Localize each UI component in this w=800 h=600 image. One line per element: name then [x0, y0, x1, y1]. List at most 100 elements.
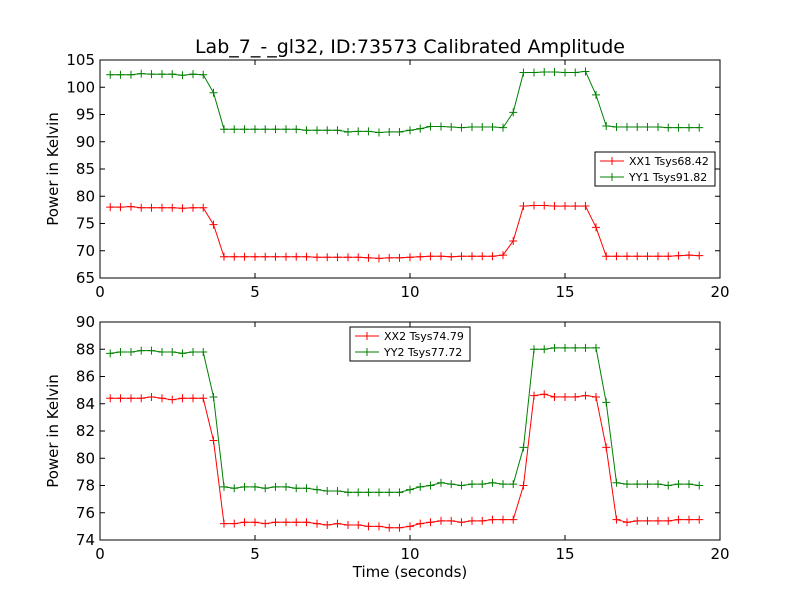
data-point	[282, 252, 290, 261]
series-line-2	[110, 70, 700, 134]
data-point	[571, 343, 580, 352]
data-point	[168, 395, 177, 404]
data-point	[137, 203, 146, 212]
data-point	[385, 488, 394, 497]
x-tick-label: 10	[400, 283, 419, 301]
y-tick-label: 76	[76, 504, 95, 522]
data-point	[240, 482, 249, 491]
data-point	[333, 519, 342, 528]
data-point	[385, 127, 394, 136]
data-point	[240, 252, 249, 261]
data-point	[127, 347, 135, 356]
data-point	[158, 203, 166, 212]
data-point	[116, 70, 125, 79]
data-point	[499, 251, 507, 260]
y-axis-label: Power in Kelvin	[44, 374, 62, 488]
data-point	[499, 480, 507, 489]
data-point	[519, 68, 528, 77]
data-point	[643, 252, 652, 261]
data-point	[488, 123, 497, 132]
y-tick-label: 90	[76, 133, 95, 151]
data-point	[354, 488, 363, 497]
data-point	[313, 519, 321, 528]
data-point	[561, 68, 569, 77]
data-point	[695, 515, 704, 524]
data-point	[116, 347, 125, 356]
data-point	[664, 481, 673, 490]
data-point	[302, 252, 311, 261]
data-point	[168, 70, 177, 79]
top-panel: 0 5 10 15 20 65 70 75 80 85 90 95 100 105 Power in Kel…	[44, 51, 730, 301]
data-point	[612, 515, 621, 524]
data-point	[406, 126, 414, 135]
data-point	[674, 515, 683, 524]
data-point	[199, 70, 208, 79]
data-point	[664, 123, 673, 132]
data-point	[292, 484, 301, 493]
data-point	[685, 251, 693, 260]
data-point	[633, 252, 642, 261]
legend-box	[349, 326, 471, 362]
data-point	[654, 480, 662, 489]
data-point	[189, 70, 197, 79]
data-point	[643, 123, 652, 132]
data-point	[209, 392, 218, 401]
data-point	[230, 125, 239, 134]
data-point	[602, 398, 611, 407]
y-tick-label: 78	[76, 477, 95, 495]
data-point	[457, 252, 466, 261]
legend-label: YY1 Tsys91.82	[628, 171, 707, 184]
data-point	[354, 521, 363, 530]
legend: XX1 Tsys68.42 YY1 Tsys91.82	[594, 151, 716, 187]
data-point	[426, 518, 435, 527]
data-point	[189, 347, 197, 356]
data-point	[468, 516, 476, 525]
data-point	[313, 485, 321, 494]
data-point	[561, 392, 569, 401]
legend: XX2 Tsys74.79 YY2 Tsys77.72	[349, 326, 471, 362]
data-point	[127, 70, 135, 79]
data-point	[457, 481, 466, 490]
data-point	[509, 108, 518, 117]
data-point	[240, 518, 249, 527]
data-point	[313, 126, 321, 135]
data-point	[271, 252, 280, 261]
y-tick-label: 74	[76, 531, 95, 549]
data-point	[220, 482, 228, 491]
data-point	[302, 126, 311, 135]
data-point	[530, 201, 538, 210]
data-point	[313, 253, 321, 262]
data-point	[623, 123, 631, 132]
data-point	[499, 123, 507, 132]
data-point	[220, 252, 228, 261]
y-tick-label: 65	[76, 269, 95, 287]
data-point	[664, 516, 673, 525]
data-point	[230, 519, 239, 528]
x-tick-label: 0	[95, 545, 105, 563]
data-point	[416, 252, 425, 261]
data-point	[530, 345, 538, 354]
data-point	[530, 68, 538, 77]
data-point	[406, 522, 414, 531]
data-point	[509, 236, 518, 245]
data-point	[623, 518, 631, 527]
data-point	[488, 252, 497, 261]
data-point	[612, 123, 621, 132]
data-point	[189, 394, 197, 403]
data-point	[468, 123, 476, 132]
data-point	[282, 518, 290, 527]
data-point	[643, 480, 652, 489]
data-point	[437, 516, 445, 525]
data-point	[302, 484, 311, 493]
data-point	[416, 482, 425, 491]
data-point	[127, 394, 135, 403]
data-point	[271, 125, 280, 134]
data-point	[271, 482, 280, 491]
data-point	[643, 516, 652, 525]
data-point	[685, 515, 693, 524]
data-point	[375, 522, 383, 531]
legend-marker	[608, 157, 616, 165]
x-axis-label: Time (seconds)	[352, 563, 468, 581]
x-tick-label: 20	[710, 283, 729, 301]
data-point	[561, 202, 569, 211]
